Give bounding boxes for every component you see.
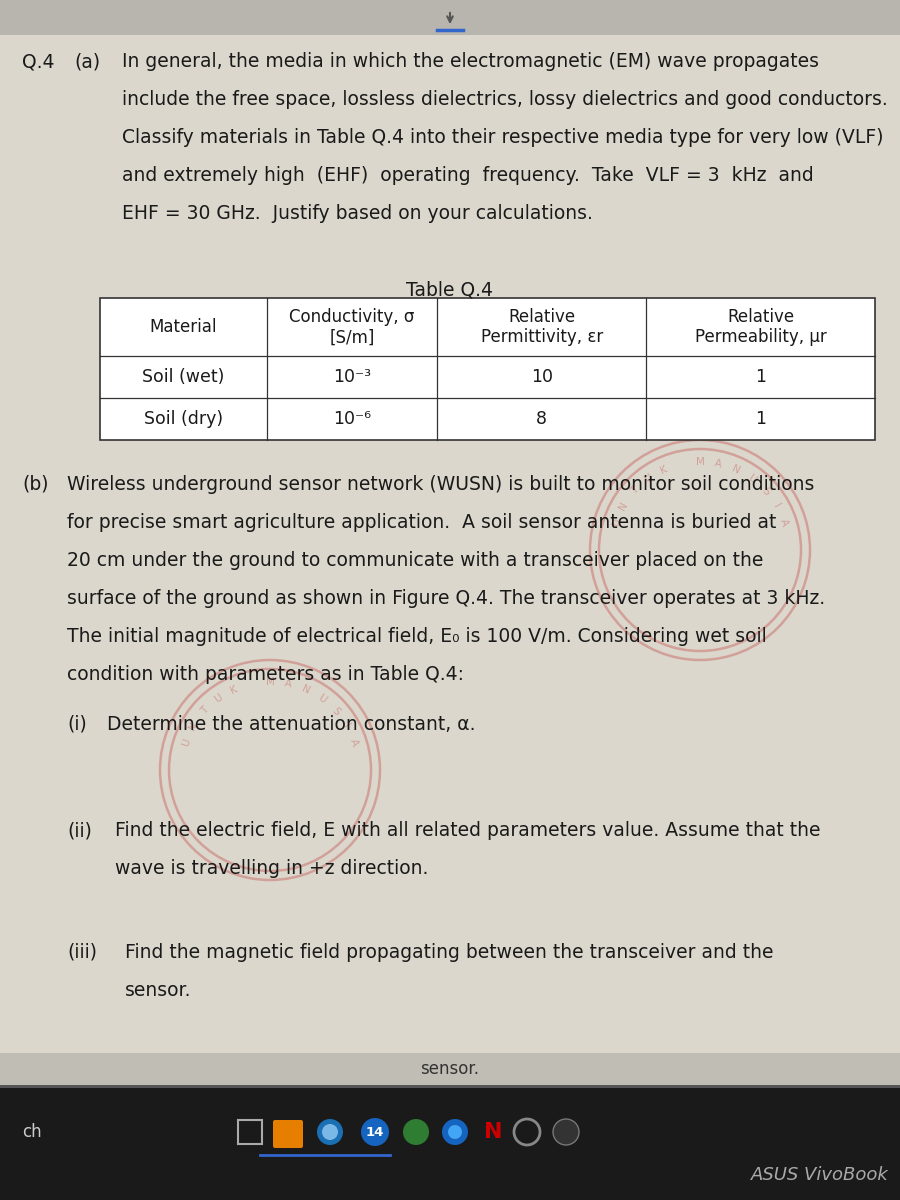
Circle shape — [442, 1118, 468, 1145]
Text: wave is travelling in +z direction.: wave is travelling in +z direction. — [115, 859, 428, 878]
Text: 10: 10 — [531, 368, 553, 386]
Circle shape — [448, 1126, 462, 1139]
Text: for precise smart agriculture application.  A soil sensor antenna is buried at: for precise smart agriculture applicatio… — [67, 514, 777, 532]
Text: 20 cm under the ground to communicate with a transceiver placed on the: 20 cm under the ground to communicate wi… — [67, 551, 763, 570]
Text: Relative
Permittivity, εr: Relative Permittivity, εr — [481, 307, 603, 347]
Text: A: A — [284, 678, 292, 690]
Text: N: N — [730, 463, 742, 475]
Text: 1: 1 — [755, 410, 766, 428]
Circle shape — [361, 1118, 389, 1146]
Text: 8: 8 — [536, 410, 547, 428]
Text: (b): (b) — [22, 475, 49, 494]
Text: U: U — [316, 692, 328, 706]
Text: M: M — [696, 457, 705, 467]
FancyBboxPatch shape — [273, 1120, 303, 1148]
Text: K: K — [230, 684, 239, 696]
Circle shape — [322, 1124, 338, 1140]
Text: N: N — [187, 720, 200, 732]
Text: U: U — [643, 473, 654, 485]
Text: S: S — [760, 485, 771, 497]
Text: N: N — [617, 500, 630, 512]
Text: S: S — [329, 706, 341, 716]
Text: (a): (a) — [74, 52, 100, 71]
Text: ASUS VivoBook: ASUS VivoBook — [752, 1166, 889, 1184]
Text: I: I — [771, 503, 781, 510]
Text: Table Q.4: Table Q.4 — [407, 280, 493, 299]
Bar — [0, 1054, 900, 1085]
Text: condition with parameters as in Table Q.4:: condition with parameters as in Table Q.… — [67, 665, 464, 684]
Bar — [0, 35, 900, 1085]
Text: EHF = 30 GHz.  Justify based on your calculations.: EHF = 30 GHz. Justify based on your calc… — [122, 204, 593, 223]
Text: U: U — [212, 692, 224, 706]
Text: A: A — [347, 738, 359, 748]
Text: Soil (dry): Soil (dry) — [144, 410, 223, 428]
Text: T: T — [629, 486, 641, 497]
Text: Find the magnetic field propagating between the transceiver and the: Find the magnetic field propagating betw… — [125, 943, 773, 962]
Text: include the free space, lossless dielectrics, lossy dielectrics and good conduct: include the free space, lossless dielect… — [122, 90, 887, 109]
Text: Wireless underground sensor network (WUSN) is built to monitor soil conditions: Wireless underground sensor network (WUS… — [67, 475, 815, 494]
Text: U: U — [180, 738, 193, 748]
Text: U: U — [746, 473, 758, 485]
Text: A: A — [778, 518, 789, 528]
Circle shape — [553, 1118, 579, 1145]
Text: sensor.: sensor. — [125, 982, 192, 1000]
Text: K: K — [659, 463, 670, 475]
Text: 10⁻⁶: 10⁻⁶ — [333, 410, 371, 428]
Text: 10⁻³: 10⁻³ — [333, 368, 371, 386]
Bar — [238, 1120, 262, 1144]
Text: ch: ch — [22, 1123, 41, 1141]
Text: 1: 1 — [755, 368, 766, 386]
Text: (ii): (ii) — [67, 821, 92, 840]
Text: sensor.: sensor. — [420, 1060, 480, 1078]
Text: Soil (wet): Soil (wet) — [142, 368, 224, 386]
Text: U: U — [610, 517, 622, 528]
Text: The initial magnitude of electrical field, E₀ is 100 V/m. Considering wet soil: The initial magnitude of electrical fiel… — [67, 626, 767, 646]
Text: In general, the media in which the electromagnetic (EM) wave propagates: In general, the media in which the elect… — [122, 52, 819, 71]
Text: N: N — [484, 1122, 502, 1142]
Text: I: I — [341, 722, 351, 730]
Text: Relative
Permeability, μr: Relative Permeability, μr — [695, 307, 826, 347]
Circle shape — [403, 1118, 429, 1145]
Text: surface of the ground as shown in Figure Q.4. The transceiver operates at 3 kHz.: surface of the ground as shown in Figure… — [67, 589, 825, 608]
Text: Q.4: Q.4 — [22, 52, 55, 71]
Text: Conductivity, σ
[S/m]: Conductivity, σ [S/m] — [289, 307, 415, 347]
Text: and extremely high  (EHF)  operating  frequency.  Take  VLF = 3  kHz  and: and extremely high (EHF) operating frequ… — [122, 166, 814, 185]
Text: (i): (i) — [67, 715, 86, 734]
Text: Determine the attenuation constant, α.: Determine the attenuation constant, α. — [107, 715, 475, 734]
Text: Find the electric field, E with all related parameters value. Assume that the: Find the electric field, E with all rela… — [115, 821, 821, 840]
Bar — [100, 298, 875, 440]
Text: A: A — [714, 458, 723, 469]
Bar — [0, 1085, 900, 1088]
Text: 14: 14 — [365, 1126, 384, 1139]
Bar — [0, 0, 900, 35]
Circle shape — [317, 1118, 343, 1145]
Text: M: M — [266, 677, 274, 686]
Text: N: N — [301, 684, 311, 696]
Text: (iii): (iii) — [67, 943, 97, 962]
Text: Material: Material — [149, 318, 217, 336]
Bar — [0, 1085, 900, 1200]
Text: T: T — [199, 706, 211, 716]
Text: Classify materials in Table Q.4 into their respective media type for very low (V: Classify materials in Table Q.4 into the… — [122, 128, 884, 146]
